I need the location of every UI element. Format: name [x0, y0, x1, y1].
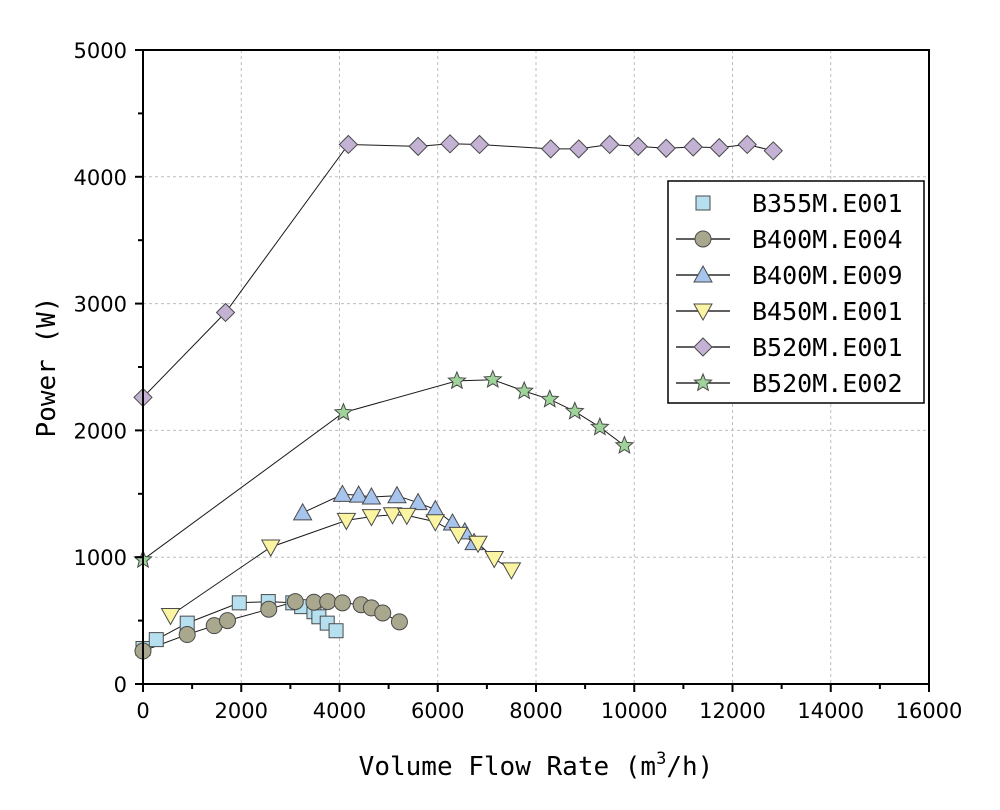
data-point-2	[348, 485, 369, 503]
data-point-4	[569, 139, 589, 159]
legend-label: B400M.E004	[752, 225, 903, 254]
data-point-1	[319, 593, 337, 611]
data-point-3	[336, 512, 357, 531]
legend-marker	[693, 264, 713, 283]
data-point-5	[482, 369, 503, 389]
x-tick-label: 14000	[797, 699, 864, 723]
x-tick-label: 10000	[601, 699, 668, 723]
series-line-5	[142, 379, 625, 561]
data-point-5	[333, 402, 354, 422]
data-point-2	[332, 484, 353, 502]
axis-ticks	[135, 49, 930, 692]
data-point-4	[541, 139, 561, 159]
data-point-1	[390, 613, 408, 631]
y-axis-title: Power (W)	[32, 297, 62, 438]
data-point-4	[628, 136, 648, 157]
data-point-3	[501, 562, 522, 580]
data-point-2	[361, 486, 382, 505]
data-point-1	[286, 593, 304, 611]
y-tick-label: 5000	[74, 39, 127, 63]
series-markers	[133, 134, 783, 660]
x-axis-unit-superscript: 3	[656, 749, 666, 769]
x-tick-label: 4000	[313, 699, 366, 723]
y-tick-label: 0	[114, 673, 127, 697]
data-point-3	[425, 514, 446, 532]
legend: B355M.E001 B400M.E004 B400M.E009 B450M.E001…	[667, 180, 925, 404]
data-point-1	[374, 604, 392, 622]
data-point-3	[361, 509, 382, 527]
data-point-3	[260, 539, 281, 558]
legend-marker	[694, 230, 712, 248]
y-tick-label: 4000	[74, 166, 127, 190]
x-tick-label: 16000	[896, 699, 963, 723]
data-point-4	[709, 137, 729, 158]
data-point-1	[178, 626, 196, 644]
legend-marker	[693, 372, 713, 392]
legend-label: B450M.E001	[752, 297, 903, 326]
data-point-4	[440, 134, 460, 154]
legend-marker	[693, 337, 713, 357]
y-tick-label: 3000	[74, 293, 127, 317]
data-point-4	[469, 134, 490, 155]
data-point-5	[514, 380, 535, 400]
data-point-0	[148, 632, 164, 648]
data-point-5	[614, 435, 635, 454]
x-axis-unit-suffix: /h)	[666, 752, 713, 782]
data-point-0	[328, 623, 344, 639]
data-point-5	[447, 370, 467, 390]
data-point-5	[539, 389, 560, 408]
data-point-4	[656, 138, 676, 158]
data-point-1	[260, 600, 278, 618]
legend-box	[667, 180, 925, 404]
data-point-4	[683, 137, 703, 157]
legend-label: B520M.E002	[752, 369, 903, 398]
legend-marker	[693, 303, 713, 322]
data-point-4	[599, 134, 620, 155]
legend-label: B400M.E009	[752, 261, 903, 290]
data-point-0	[231, 595, 247, 611]
legend-label: B520M.E001	[752, 333, 903, 362]
x-axis-title: Volume Flow Rate (m3/h)	[359, 749, 714, 782]
data-point-3	[484, 550, 505, 569]
x-axis-title-text: Volume Flow Rate	[359, 752, 609, 782]
data-point-5	[590, 416, 610, 436]
x-tick-label: 12000	[699, 699, 766, 723]
data-point-3	[396, 507, 417, 526]
data-point-1	[333, 594, 351, 612]
data-point-4	[763, 141, 783, 161]
data-point-4	[737, 134, 757, 155]
x-tick-label: 2000	[215, 699, 268, 723]
x-tick-label: 0	[136, 699, 149, 723]
y-tick-label: 2000	[74, 419, 127, 443]
data-point-2	[387, 485, 407, 504]
data-point-2	[408, 492, 428, 511]
data-point-3	[448, 526, 469, 545]
axis-tick-labels: 0 2000 4000 6000 8000 10000 12000 14000 16000 0 10…	[74, 39, 963, 723]
data-point-2	[292, 502, 313, 521]
data-point-3	[382, 507, 403, 525]
data-point-3	[468, 535, 488, 554]
legend-marker	[695, 195, 711, 211]
y-tick-label: 1000	[74, 546, 127, 570]
data-point-1	[218, 612, 236, 630]
x-tick-label: 6000	[411, 699, 464, 723]
data-point-4	[215, 302, 236, 323]
data-point-4	[408, 136, 428, 157]
data-point-4	[338, 134, 359, 155]
x-tick-label: 8000	[509, 699, 562, 723]
x-axis-unit-prefix: (m	[625, 752, 656, 782]
data-point-5	[564, 401, 585, 420]
legend-label: B355M.E001	[752, 189, 903, 218]
data-point-3	[160, 608, 181, 626]
